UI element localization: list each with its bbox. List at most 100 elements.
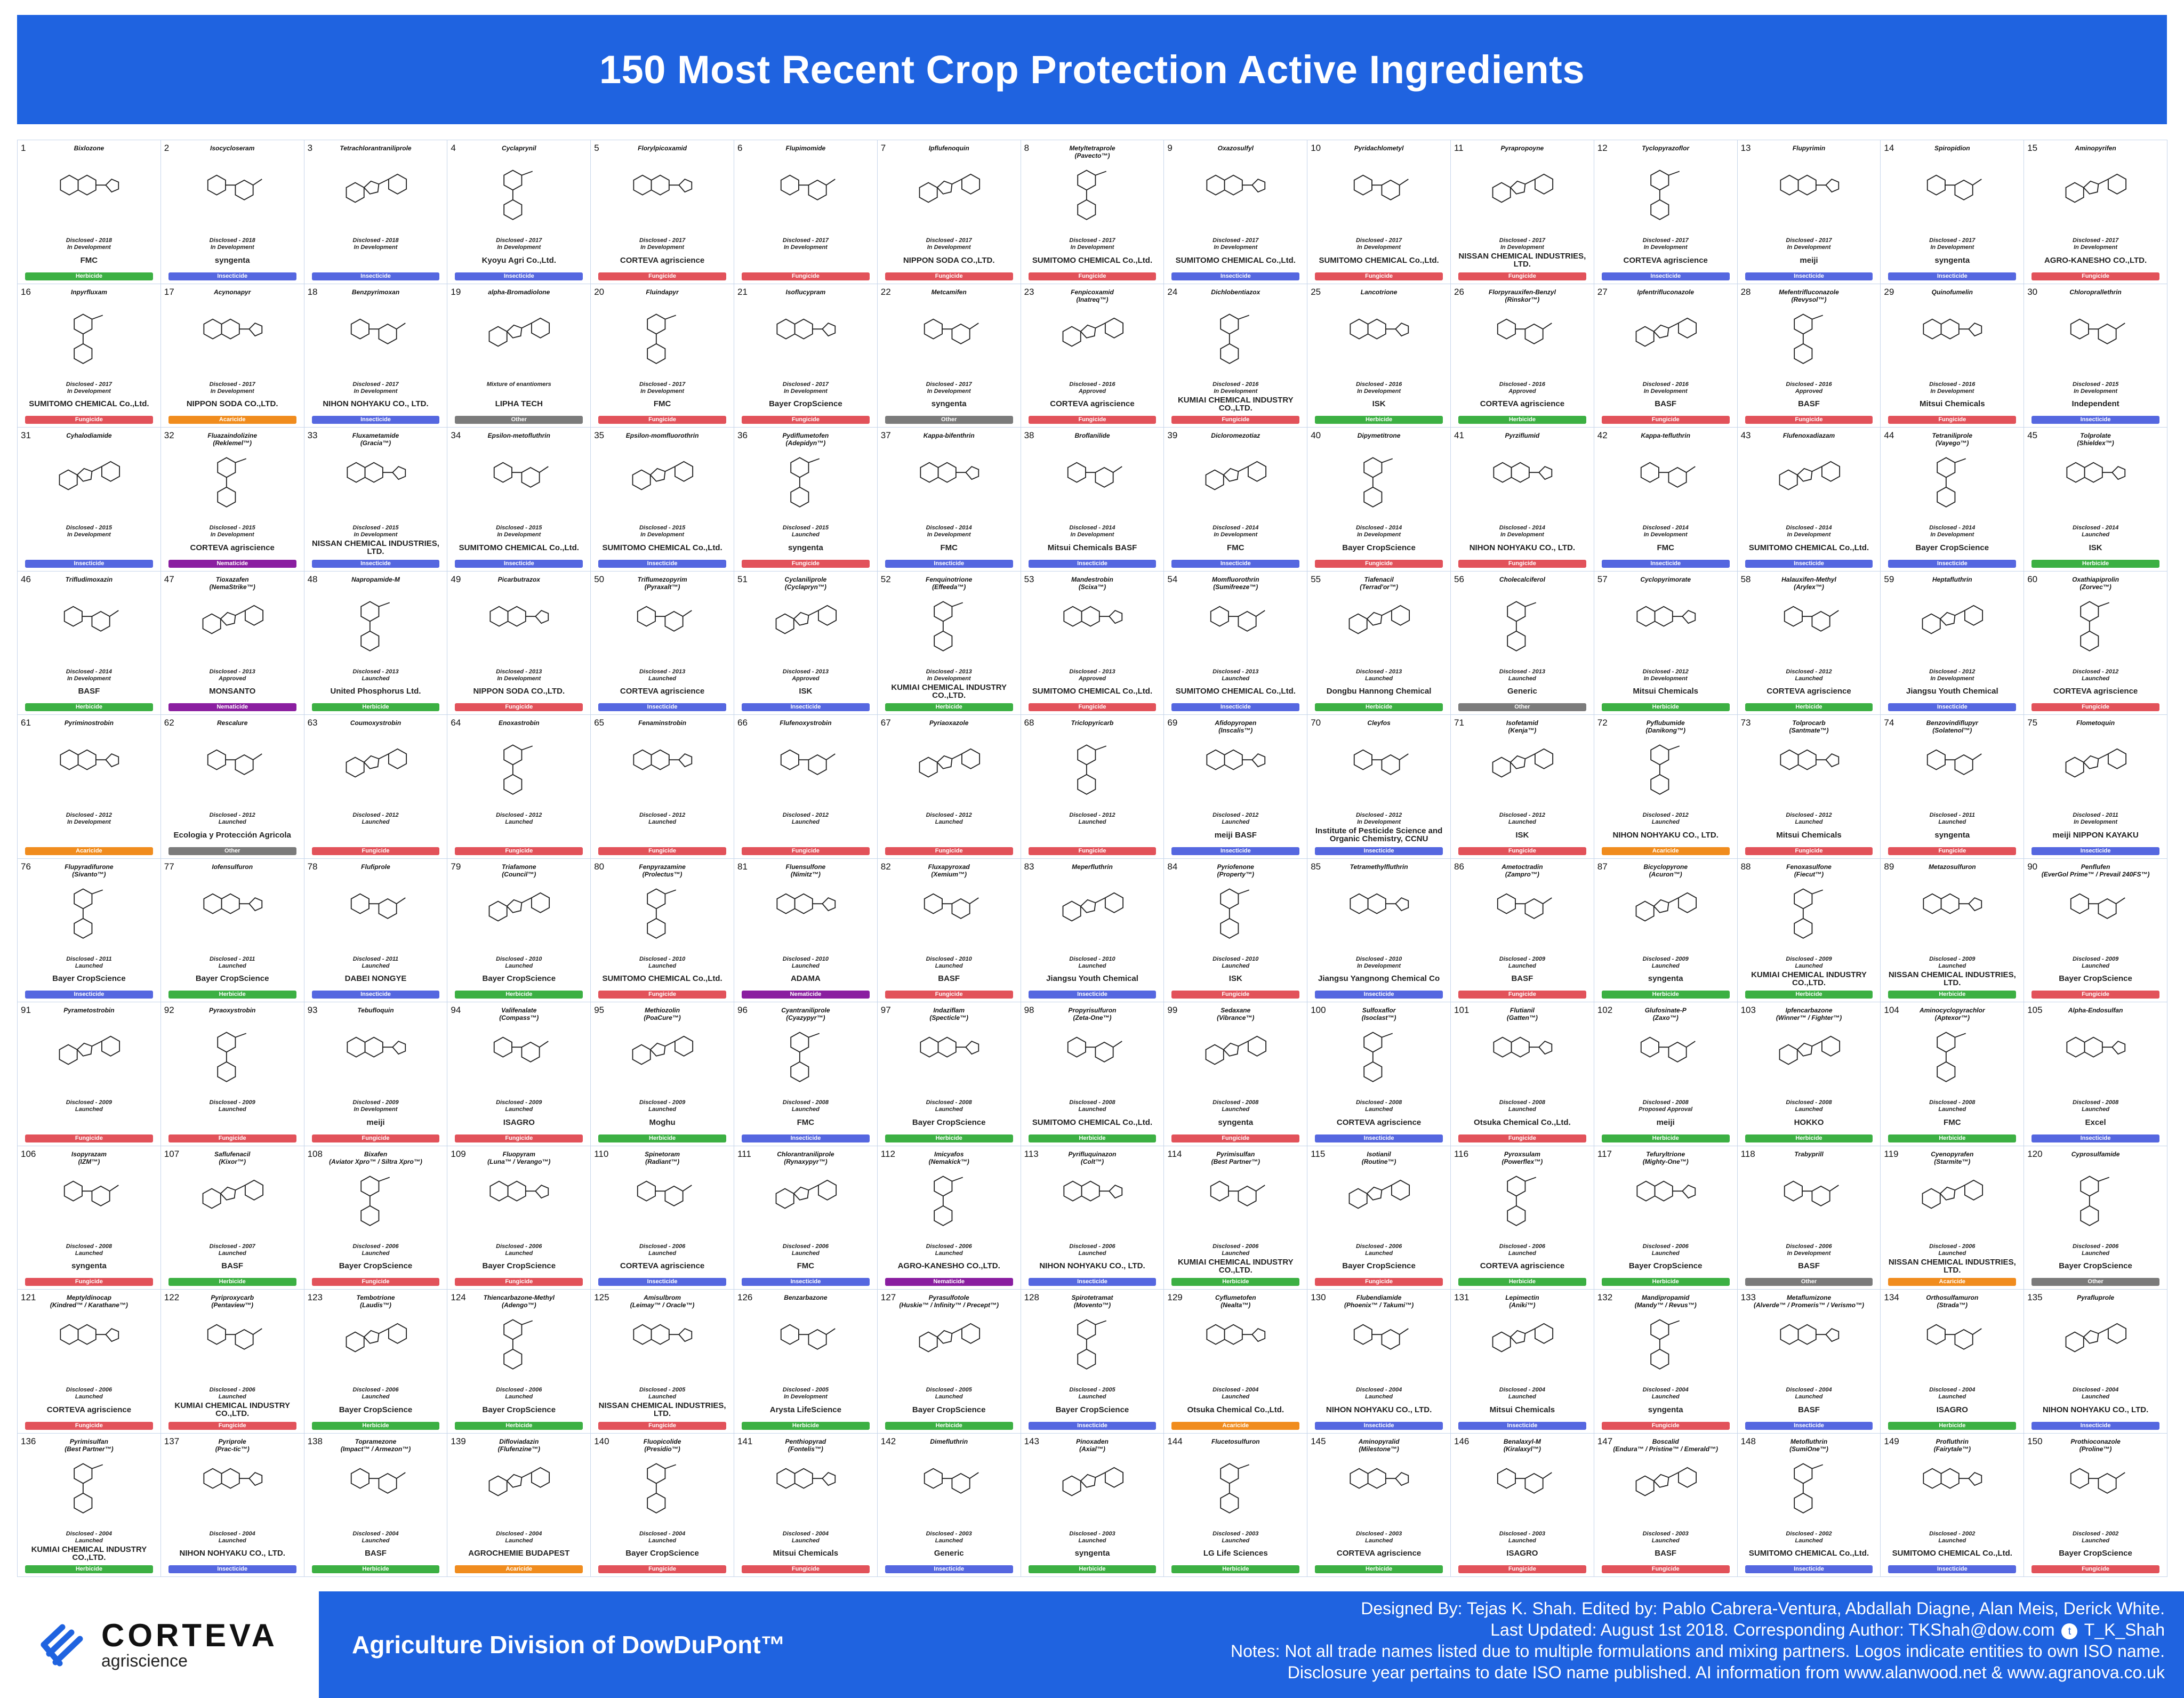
ingredient-card: 115 Isotianil (Routine™) Disclosed - 2006 La… [1307, 1146, 1451, 1290]
company-logo: meiji [1800, 255, 1818, 265]
molecule-structure-icon [1316, 879, 1442, 943]
molecule-structure-icon [1603, 1166, 1729, 1230]
disclosure-status: Disclosed - 2017 In Development [496, 237, 542, 251]
disclosure-status: Disclosed - 2015 In Development [209, 525, 255, 538]
company-logo [880, 827, 1018, 843]
ingredient-number: 127 [880, 1292, 896, 1302]
twitter-handle[interactable]: T_K_Shah [2084, 1620, 2165, 1639]
ingredient-name: Aminocyclopyrachlor (Aptexor™) [1919, 1007, 1985, 1021]
category-badge: Fungicide [598, 1421, 726, 1430]
category-badge: Fungicide [1888, 847, 2017, 855]
ingredient-name: Pinoxaden (Axial™) [1076, 1437, 1109, 1453]
ingredient-number: 59 [1884, 574, 1894, 584]
molecule-structure-icon [2033, 1310, 2158, 1374]
company-logo: SUMITOMO CHEMICAL Co.,Ltd. [1032, 1117, 1153, 1127]
ingredient-card: 21 Isoflucypram Disclosed - 2017 In Develop… [734, 284, 878, 428]
ingredient-name: Fenpyrazamine (Prolectus™) [639, 863, 686, 878]
company-logo: CORTEVA agriscience [1767, 687, 1851, 696]
ingredient-name: Fluazaindolizine (Reklemel™) [207, 432, 258, 447]
ingredient-number: 134 [1884, 1292, 1899, 1302]
ingredient-number: 112 [880, 1148, 895, 1159]
ingredient-card: 132 Mandipropamid (Mandy™ / Revus™) Disclos… [1594, 1290, 1738, 1434]
ingredient-number: 87 [1597, 861, 1608, 872]
category-badge: Herbicide [1601, 1134, 1730, 1142]
ingredient-card: 89 Metazosulfuron Disclosed - 2009 Launched… [1881, 858, 2025, 1002]
ingredient-name: Trabyprill [1794, 1150, 1824, 1158]
ingredient-number: 95 [594, 1005, 605, 1015]
company-logo [1023, 827, 1162, 843]
category-badge: Herbicide [1171, 1278, 1300, 1286]
company-logo: FMC [1227, 543, 1244, 552]
category-badge: Herbicide [1601, 1278, 1730, 1286]
molecule-structure-icon [26, 1454, 152, 1518]
company-logo: CORTEVA agriscience [620, 255, 705, 265]
ingredient-name: Cyenopyrafen (Starmite™) [1931, 1150, 1974, 1165]
disclosure-status: Disclosed - 2018 In Development [352, 237, 399, 251]
ingredient-card: 10 Pyridachlometyl Disclosed - 2017 In Deve… [1307, 140, 1451, 284]
company-logo: Jiangsu Youth Chemical [1906, 687, 1998, 696]
ingredient-name: Aminopyrifen [2075, 144, 2116, 152]
ingredient-name: Tetramethylfluthrin [1350, 863, 1408, 871]
category-badge: Fungicide [885, 272, 1013, 280]
molecule-structure-icon [1889, 1166, 2015, 1230]
molecule-structure-icon [1889, 879, 2015, 943]
ingredient-card: 9 Oxazosulfyl Disclosed - 2017 In Developme… [1164, 140, 1308, 284]
ingredient-name: Pyrziflumid [1505, 432, 1540, 439]
ingredient-number: 26 [1454, 286, 1464, 297]
ingredient-number: 58 [1740, 574, 1751, 584]
molecule-structure-icon [456, 1023, 582, 1087]
disclosure-status: Disclosed - 2017 In Development [1642, 237, 1689, 251]
disclosure-status: Disclosed - 2014 In Development [1786, 525, 1832, 538]
ingredient-card: 66 Flufenoxystrobin Disclosed - 2012 Launch… [734, 715, 878, 859]
ingredient-name: Bixlozone [74, 144, 105, 152]
molecule-structure-icon [2033, 304, 2158, 368]
ingredient-card: 31 Cyhalodiamide Disclosed - 2015 In Develo… [18, 428, 161, 572]
ingredient-name: Cyprosulfamide [2071, 1150, 2120, 1158]
ingredient-name: Dichlobentiazox [1211, 288, 1260, 296]
ingredient-name: Pyriaoxazole [929, 719, 969, 727]
molecule-structure-icon [1459, 735, 1585, 799]
ingredient-card: 1 Bixlozone Disclosed - 2018 In Development… [18, 140, 161, 284]
ingredient-card: 137 Pyriprole (Prac-tic™) Disclosed - 2004 L… [160, 1433, 304, 1577]
category-badge: Herbicide [1745, 1134, 1873, 1142]
ingredient-card: 36 Pydiflumetofen (Adepidyn™) Disclosed - 2… [734, 428, 878, 572]
ingredient-name: Spirotetramat (Movento™) [1071, 1294, 1113, 1309]
ingredient-card: 114 Pyrimisulfan (Best Partner™) Disclosed … [1164, 1146, 1308, 1290]
ingredient-card: 92 Pyraoxystrobin Disclosed - 2009 Launched… [160, 1002, 304, 1146]
ingredient-name: Fenaminstrobin [638, 719, 687, 727]
disclosure-status: Disclosed - 2005 Launched [926, 1387, 972, 1400]
ingredient-number: 15 [2027, 143, 2038, 153]
ingredient-name: Pyrimisulfan (Best Partner™) [1211, 1150, 1260, 1165]
company-logo: FMC [797, 1261, 815, 1270]
company-logo: AGRO-KANESHO CO.,LTD. [2044, 255, 2147, 265]
disclosure-status: Disclosed - 2018 In Development [209, 237, 255, 251]
ingredient-card: 83 Meperfluthrin Disclosed - 2010 Launched J… [1021, 858, 1165, 1002]
company-logo: Bayer CropScience [2059, 1549, 2132, 1558]
ingredient-number: 98 [1024, 1005, 1034, 1015]
corteva-logo: CORTEVA agriscience [0, 1591, 319, 1698]
disclosure-status: Disclosed - 2009 Launched [209, 1099, 255, 1113]
disclosure-status: Disclosed - 2011 Launched [66, 955, 112, 969]
category-badge: Insecticide [1888, 272, 2017, 280]
disclosure-status: Disclosed - 2009 Launched [1786, 955, 1832, 969]
category-badge: Fungicide [25, 1421, 153, 1430]
ingredient-name: Pyrasulfotole (Huskie™ / Infinity™ / Prec… [899, 1294, 999, 1309]
ingredient-name: Napropamide-M [351, 575, 400, 583]
disclosure-status: Disclosed - 2017 In Development [1355, 237, 1402, 251]
company-logo: NISSAN CHEMICAL INDUSTRIES, LTD. [1888, 1257, 2016, 1275]
company-logo: CORTEVA agriscience [190, 543, 275, 552]
ingredient-name: Methiozolin (PoaCure™) [644, 1007, 681, 1021]
category-badge: Herbicide [1028, 1134, 1157, 1142]
molecule-structure-icon [1746, 735, 1872, 799]
ingredient-name: Ipflufenoquin [928, 144, 969, 152]
company-logo: LIPHA TECH [495, 399, 543, 408]
category-badge: Fungicide [598, 272, 726, 280]
molecule-structure-icon [743, 879, 869, 943]
ingredient-name: Orthosulfamuron (Strada™) [1926, 1294, 1979, 1309]
ingredient-card: 97 Indaziflam (Specticle™) Disclosed - 2008… [877, 1002, 1021, 1146]
category-badge: Other [1458, 703, 1586, 711]
company-logo: SUMITOMO CHEMICAL Co.,Ltd. [1748, 1549, 1869, 1558]
ingredient-number: 113 [1024, 1148, 1039, 1159]
disclosure-status: Disclosed - 2009 Launched [496, 1099, 542, 1113]
molecule-structure-icon [2033, 879, 2158, 943]
